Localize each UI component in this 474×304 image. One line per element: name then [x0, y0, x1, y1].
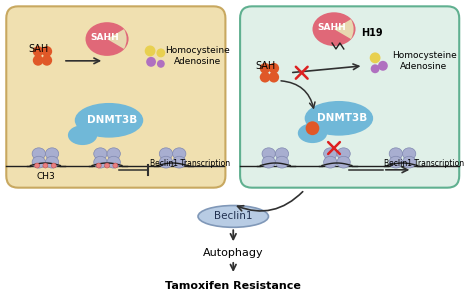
Ellipse shape	[324, 148, 337, 160]
Ellipse shape	[32, 156, 46, 168]
Circle shape	[260, 72, 270, 83]
Text: CH3: CH3	[36, 172, 55, 181]
Circle shape	[43, 163, 48, 168]
Ellipse shape	[107, 148, 120, 160]
Ellipse shape	[85, 22, 128, 56]
FancyBboxPatch shape	[240, 6, 459, 188]
Ellipse shape	[198, 206, 268, 227]
Ellipse shape	[402, 156, 416, 168]
Ellipse shape	[312, 12, 356, 46]
Ellipse shape	[68, 125, 97, 145]
Circle shape	[156, 48, 165, 57]
Ellipse shape	[262, 156, 275, 168]
Circle shape	[146, 57, 156, 67]
Ellipse shape	[94, 156, 107, 168]
Circle shape	[113, 163, 118, 168]
Ellipse shape	[46, 156, 59, 168]
Circle shape	[370, 52, 381, 63]
Ellipse shape	[337, 156, 350, 168]
Circle shape	[33, 55, 43, 66]
Ellipse shape	[402, 148, 416, 160]
Circle shape	[306, 121, 319, 135]
Circle shape	[96, 163, 101, 168]
Circle shape	[269, 72, 279, 83]
Circle shape	[269, 63, 279, 74]
Ellipse shape	[94, 148, 107, 160]
Circle shape	[378, 61, 388, 71]
Text: H19: H19	[361, 28, 383, 38]
Text: SAH: SAH	[256, 61, 276, 71]
Ellipse shape	[46, 148, 59, 160]
Circle shape	[260, 63, 270, 74]
Circle shape	[51, 163, 56, 168]
Ellipse shape	[173, 156, 186, 168]
Circle shape	[371, 64, 380, 73]
Wedge shape	[334, 19, 354, 39]
Ellipse shape	[389, 148, 402, 160]
Ellipse shape	[324, 156, 337, 168]
Text: Tamoxifen Resistance: Tamoxifen Resistance	[165, 281, 301, 291]
Ellipse shape	[262, 148, 275, 160]
Circle shape	[33, 46, 43, 57]
Text: SAHH: SAHH	[91, 33, 119, 42]
Text: DNMT3B: DNMT3B	[87, 115, 137, 125]
Ellipse shape	[75, 103, 143, 138]
Text: Autophagy: Autophagy	[203, 248, 264, 258]
Ellipse shape	[305, 101, 373, 136]
Ellipse shape	[298, 123, 327, 143]
Circle shape	[42, 46, 52, 57]
Text: Homocysteine
Adenosine: Homocysteine Adenosine	[392, 51, 456, 71]
Ellipse shape	[275, 148, 289, 160]
Ellipse shape	[275, 156, 289, 168]
Text: SAHH: SAHH	[318, 23, 346, 32]
Circle shape	[42, 55, 52, 66]
Ellipse shape	[389, 156, 402, 168]
Text: Beclin1: Beclin1	[214, 211, 253, 221]
Circle shape	[35, 163, 40, 168]
Ellipse shape	[107, 156, 120, 168]
Text: Beclin1 Transcription: Beclin1 Transcription	[384, 159, 464, 168]
Ellipse shape	[159, 156, 173, 168]
Circle shape	[105, 163, 109, 168]
Text: SAH: SAH	[29, 44, 49, 54]
Wedge shape	[107, 29, 127, 49]
Ellipse shape	[32, 148, 46, 160]
Ellipse shape	[173, 148, 186, 160]
Circle shape	[145, 46, 155, 56]
Text: DNMT3B: DNMT3B	[317, 113, 367, 123]
Circle shape	[157, 60, 165, 68]
Text: Beclin1 Transcription: Beclin1 Transcription	[150, 159, 230, 168]
Text: Homocysteine
Adenosine: Homocysteine Adenosine	[164, 46, 229, 66]
Ellipse shape	[159, 148, 173, 160]
FancyBboxPatch shape	[6, 6, 226, 188]
Ellipse shape	[337, 148, 350, 160]
